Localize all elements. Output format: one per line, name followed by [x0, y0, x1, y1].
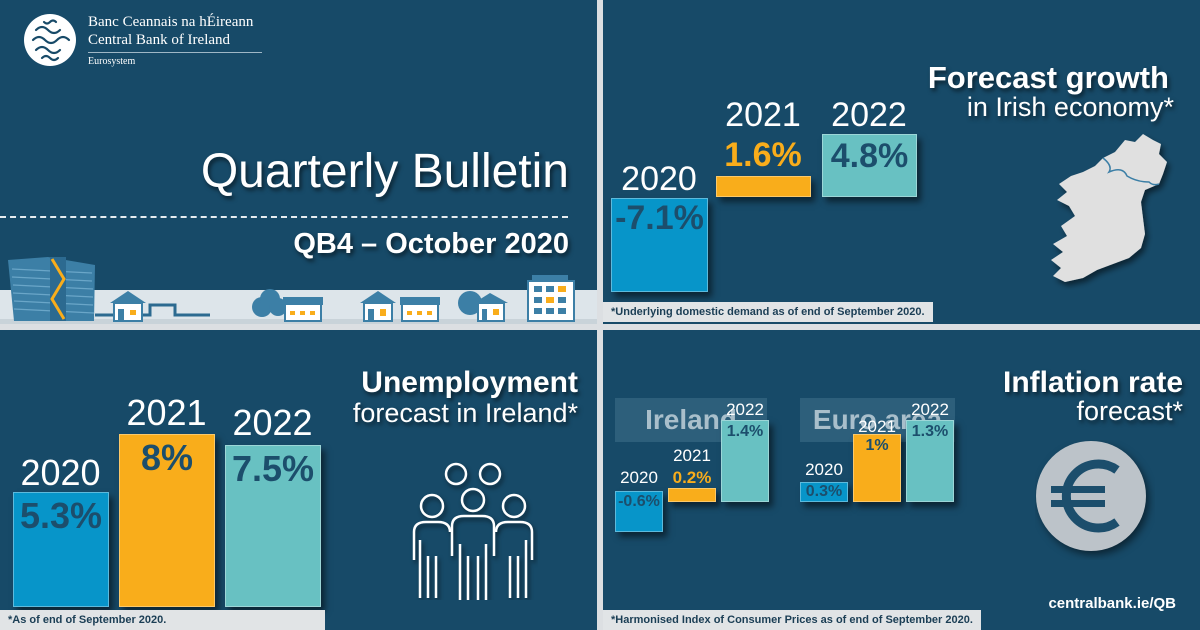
euro-year-2022: 2022	[911, 400, 949, 419]
ireland-map-icon	[1051, 134, 1167, 282]
unemployment-value-2020: 5.3%	[19, 495, 103, 536]
euro-value-2022: 1.3%	[911, 423, 949, 440]
ireland-year-2020: 2020	[620, 468, 658, 487]
central-bank-logo-icon	[24, 14, 76, 66]
euro-bar-2020: 0.3%	[800, 482, 848, 502]
unemployment-footnote: *As of end of September 2020.	[0, 610, 325, 630]
ireland-bar-2022: 1.4%	[721, 420, 769, 502]
page-title: Quarterly Bulletin	[200, 145, 569, 198]
growth-bar-2020: -7.1%	[611, 198, 708, 292]
growth-forecast-panel: Forecast growth in Irish economy* 2020 -…	[603, 0, 1200, 324]
bank-name-irish: Banc Ceannais na hÉireann	[88, 14, 254, 30]
inflation-footnote: *Harmonised Index of Consumer Prices as …	[603, 610, 981, 630]
ireland-value-2022: 1.4%	[726, 423, 764, 440]
euro-year-2021: 2021	[858, 417, 896, 436]
euro-coin-icon	[1036, 441, 1146, 551]
ireland-bar-2020: -0.6%	[615, 491, 663, 532]
growth-heading: Forecast growth	[927, 60, 1169, 95]
people-group-icon	[412, 462, 534, 600]
growth-value-2021: 1.6%	[724, 136, 802, 174]
unemployment-year-2020: 2020	[20, 452, 101, 493]
euro-value-2021: 1%	[865, 437, 889, 454]
title-panel: Banc Ceannais na hÉireann Central Bank o…	[0, 0, 597, 324]
growth-bar-2022: 4.8%	[822, 134, 917, 197]
growth-year-2020: 2020	[621, 160, 697, 198]
city-skyline-illustration	[0, 257, 597, 324]
unemployment-heading: Unemployment	[361, 366, 578, 399]
unemployment-bar-2022: 7.5%	[225, 445, 321, 607]
ireland-year-2022: 2022	[726, 400, 764, 419]
unemployment-bar-2021: 8%	[119, 434, 215, 607]
dashed-divider	[0, 216, 568, 218]
unemployment-year-2022: 2022	[232, 402, 313, 443]
euro-bar-2022: 1.3%	[906, 420, 954, 502]
euro-bar-2021: 1%	[853, 434, 901, 502]
ireland-year-2021: 2021	[673, 446, 711, 465]
inflation-forecast-panel: Inflation rate forecast* Ireland 2020 -0…	[603, 330, 1200, 630]
ireland-value-2021: 0.2%	[672, 468, 712, 487]
logo-divider	[88, 52, 262, 53]
unemployment-year-2021: 2021	[126, 392, 207, 433]
growth-bar-2021	[716, 176, 811, 197]
growth-subheading: in Irish economy*	[966, 92, 1174, 122]
unemployment-forecast-panel: Unemployment forecast in Ireland* 2020 5…	[0, 330, 597, 630]
inflation-subheading: forecast*	[1076, 396, 1183, 426]
website-link[interactable]: centralbank.ie/QB	[1048, 595, 1176, 612]
euro-value-2020: 0.3%	[805, 483, 843, 500]
euro-year-2020: 2020	[805, 460, 843, 479]
ireland-bar-2021	[668, 488, 716, 502]
unemployment-value-2021: 8%	[140, 437, 194, 478]
growth-value-2022: 4.8%	[830, 137, 909, 175]
growth-year-2022: 2022	[831, 96, 907, 134]
bank-name-english: Central Bank of Ireland	[88, 32, 231, 48]
unemployment-value-2022: 7.5%	[231, 448, 315, 489]
unemployment-bar-2020: 5.3%	[13, 492, 109, 607]
growth-year-2021: 2021	[725, 96, 801, 134]
page-subtitle: QB4 – October 2020	[293, 228, 569, 260]
growth-footnote: *Underlying domestic demand as of end of…	[603, 302, 933, 322]
eurosystem-label: Eurosystem	[88, 56, 136, 67]
ireland-value-2020: -0.6%	[618, 493, 660, 510]
unemployment-subheading: forecast in Ireland*	[352, 398, 578, 428]
growth-value-2020: -7.1%	[615, 199, 704, 237]
inflation-heading: Inflation rate	[1002, 366, 1183, 399]
